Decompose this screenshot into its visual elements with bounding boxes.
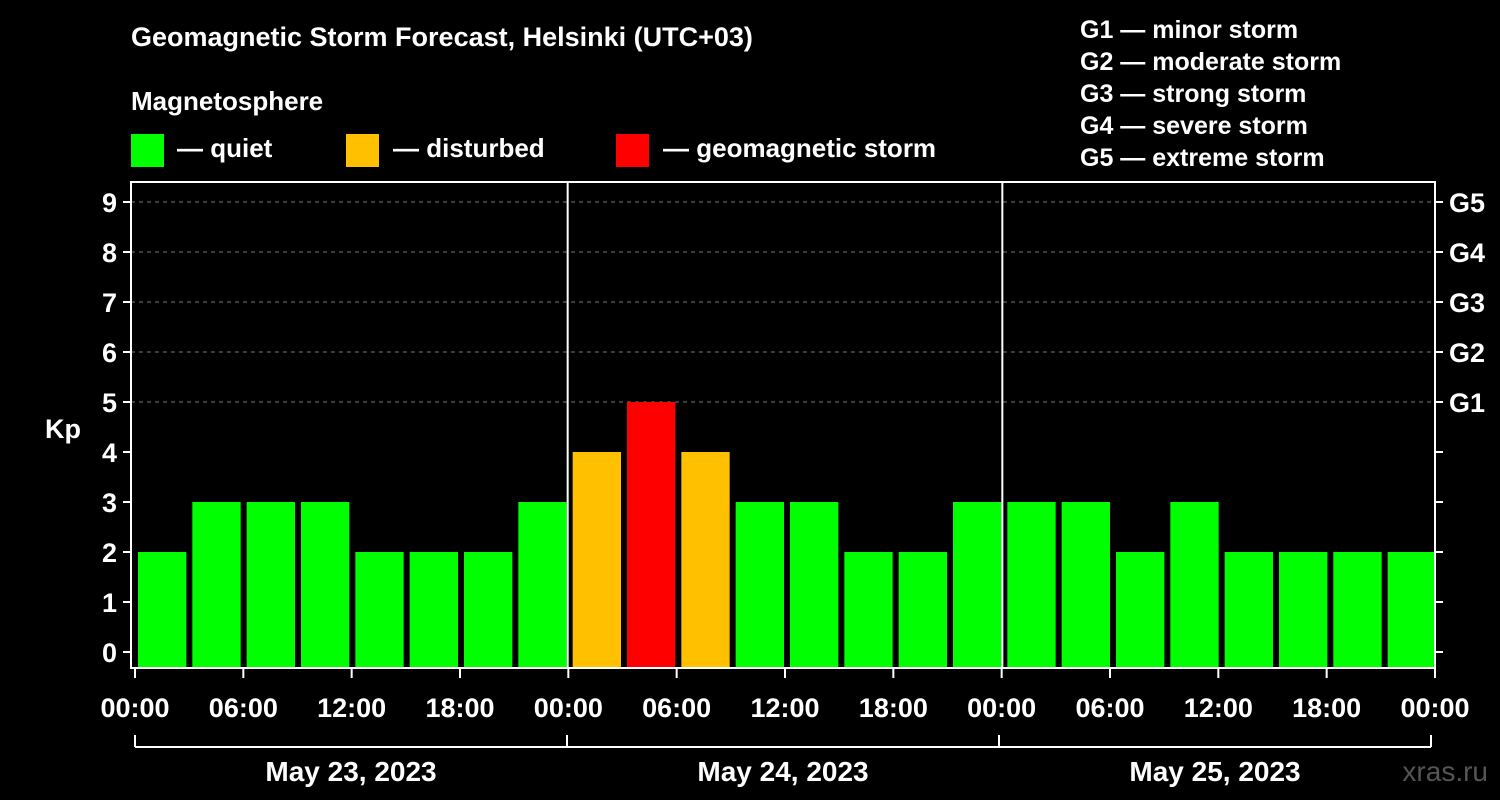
bar-7	[518, 502, 567, 668]
right-label-g4: G4	[1449, 238, 1485, 268]
day-label-0: May 23, 2023	[265, 756, 436, 787]
xtick-label-4: 00:00	[534, 693, 603, 723]
bar-9	[627, 402, 676, 668]
legend-label-quiet: — quiet	[177, 133, 273, 163]
xtick-label-8: 00:00	[967, 693, 1036, 723]
xtick-label-6: 12:00	[750, 693, 819, 723]
day-label-1: May 24, 2023	[697, 756, 868, 787]
bar-14	[898, 552, 947, 668]
bar-1	[192, 502, 241, 668]
bar-21	[1279, 552, 1328, 668]
right-label-g5: G5	[1449, 188, 1485, 218]
legend-label-disturbed: — disturbed	[393, 133, 545, 163]
xtick-label-0: 00:00	[100, 693, 169, 723]
xtick-label-5: 06:00	[642, 693, 711, 723]
bar-2	[246, 502, 295, 668]
ytick-label-5: 5	[102, 388, 117, 418]
xtick-label-11: 18:00	[1292, 693, 1361, 723]
bar-4	[355, 552, 404, 668]
ytick-label-6: 6	[102, 338, 117, 368]
y-axis-label: Kp	[45, 414, 81, 444]
storm-scale-g5: G5 — extreme storm	[1080, 144, 1325, 172]
storm-scale-g3: G3 — strong storm	[1080, 80, 1307, 108]
bar-23	[1387, 552, 1436, 668]
bar-12	[790, 502, 839, 668]
storm-scale-legend: G1 — minor storm G2 — moderate storm G3 …	[1080, 14, 1341, 174]
legend-label-storm: — geomagnetic storm	[663, 133, 937, 163]
right-label-g3: G3	[1449, 288, 1485, 318]
bar-6	[464, 552, 513, 668]
ytick-label-8: 8	[102, 238, 117, 268]
bar-0	[138, 552, 187, 668]
plot-frame	[130, 181, 1436, 669]
ytick-label-0: 0	[102, 638, 117, 668]
ytick-label-7: 7	[102, 288, 117, 318]
xtick-label-3: 18:00	[425, 693, 494, 723]
bar-19	[1170, 502, 1219, 668]
watermark: xras.ru	[1402, 756, 1488, 787]
legend-subtitle: Magnetosphere	[131, 86, 324, 116]
xtick-label-2: 12:00	[317, 693, 386, 723]
bar-15	[953, 502, 1002, 668]
xtick-label-10: 12:00	[1184, 693, 1253, 723]
bar-10	[681, 452, 730, 668]
bar-18	[1116, 552, 1165, 668]
bar-17	[1061, 502, 1110, 668]
xtick-label-7: 18:00	[859, 693, 928, 723]
ytick-label-4: 4	[102, 438, 117, 468]
storm-scale-g4: G4 — severe storm	[1080, 112, 1308, 140]
right-label-g2: G2	[1449, 338, 1485, 368]
ytick-label-3: 3	[102, 488, 117, 518]
chart-title: Geomagnetic Storm Forecast, Helsinki (UT…	[131, 22, 753, 52]
legend-swatch-storm	[616, 134, 649, 167]
legend-swatch-quiet	[131, 134, 164, 167]
storm-scale-g1: G1 — minor storm	[1080, 16, 1299, 44]
ytick-label-2: 2	[102, 538, 117, 568]
xtick-label-9: 06:00	[1075, 693, 1144, 723]
bar-3	[301, 502, 350, 668]
storm-scale-g2: G2 — moderate storm	[1080, 48, 1342, 76]
bar-16	[1007, 502, 1056, 668]
right-label-g1: G1	[1449, 388, 1485, 418]
bar-13	[844, 552, 893, 668]
bar-8	[572, 452, 621, 668]
ytick-label-9: 9	[102, 188, 117, 218]
bar-20	[1224, 552, 1273, 668]
day-label-2: May 25, 2023	[1129, 756, 1300, 787]
xtick-label-1: 06:00	[209, 693, 278, 723]
bar-11	[735, 502, 784, 668]
xtick-label-12: 00:00	[1400, 693, 1469, 723]
bar-22	[1333, 552, 1382, 668]
legend-swatch-disturbed	[346, 134, 379, 167]
ytick-label-1: 1	[102, 588, 117, 618]
bar-5	[409, 552, 458, 668]
